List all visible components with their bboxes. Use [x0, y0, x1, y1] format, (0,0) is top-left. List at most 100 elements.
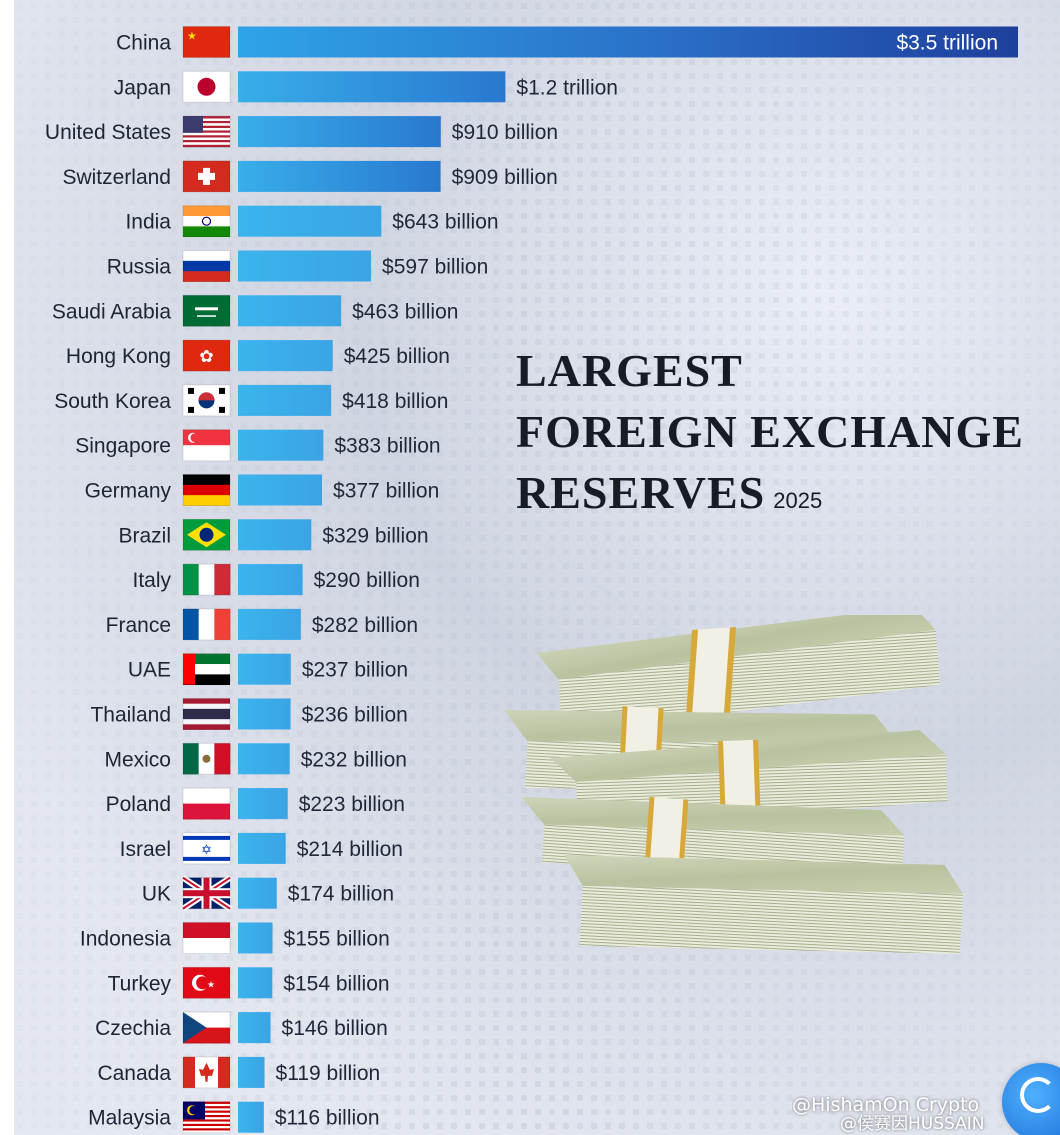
flag-india-icon: [182, 205, 231, 238]
watermark-logo-badge: [1002, 1063, 1060, 1135]
country-label-saudi-arabia: Saudi Arabia: [52, 300, 171, 323]
value-label-india: $643 billion: [392, 211, 498, 234]
value-label-malaysia: $116 billion: [275, 1107, 380, 1130]
value-label-germany: $377 billion: [333, 480, 439, 503]
country-label-turkey: Turkey: [108, 972, 172, 995]
flag-hong-kong-icon: ✿: [182, 339, 231, 372]
country-label-switzerland: Switzerland: [62, 166, 171, 189]
bar-brazil: [238, 519, 312, 551]
country-label-mexico: Mexico: [104, 748, 171, 771]
country-label-india: India: [125, 211, 171, 234]
value-label-russia: $597 billion: [382, 256, 488, 279]
country-label-italy: Italy: [132, 569, 171, 592]
bar-saudi-arabia: [238, 295, 342, 327]
country-label-poland: Poland: [106, 793, 171, 816]
bar-uk: [238, 877, 277, 909]
bar-israel: [238, 832, 286, 864]
flag-thailand-icon: [182, 698, 231, 730]
flag-south-korea-icon: [182, 384, 231, 417]
value-label-japan: $1.2 trillion: [516, 76, 618, 99]
country-label-south-korea: South Korea: [54, 390, 171, 413]
flag-italy-icon: [182, 563, 231, 596]
value-label-brazil: $329 billion: [322, 524, 428, 547]
country-label-thailand: Thailand: [90, 704, 171, 727]
title-line-1: LARGEST: [516, 345, 743, 396]
flag-mexico-icon: [182, 742, 231, 775]
country-label-hong-kong: Hong Kong: [66, 345, 171, 368]
flag-switzerland-icon: [182, 160, 231, 193]
value-label-mexico: $232 billion: [301, 748, 407, 771]
bar-indonesia: [238, 922, 273, 954]
flag-saudi-arabia-icon: [182, 294, 231, 327]
flag-canada-icon: [182, 1056, 231, 1089]
value-label-united-states: $910 billion: [452, 121, 558, 144]
bar-mexico: [238, 743, 290, 775]
country-label-japan: Japan: [114, 76, 171, 99]
bar-malaysia: [238, 1101, 264, 1133]
bar-india: [238, 205, 382, 237]
value-label-uk: $174 billion: [288, 883, 394, 906]
bar-czechia: [238, 1012, 271, 1044]
country-label-france: France: [106, 614, 171, 637]
value-label-indonesia: $155 billion: [284, 928, 390, 951]
country-label-russia: Russia: [107, 256, 172, 279]
badge-ring-icon: [1020, 1077, 1056, 1113]
svg-text:✡: ✡: [201, 842, 212, 857]
country-label-canada: Canada: [97, 1062, 171, 1085]
title-year: 2025: [773, 488, 823, 513]
bar-canada: [238, 1056, 265, 1088]
value-label-switzerland: $909 billion: [452, 166, 558, 189]
flag-russia-icon: [182, 250, 231, 282]
value-label-czechia: $146 billion: [282, 1017, 388, 1040]
watermark-text: @HishamOn Crypto @侯赛因HUSSAIN: [792, 1096, 1060, 1135]
title-line-3: RESERVES 2025: [516, 462, 1046, 531]
watermark-line-1: @HishamOn Crypto: [792, 1096, 980, 1116]
bar-poland: [238, 788, 288, 820]
flag-indonesia-icon: [182, 922, 231, 954]
flag-united-states-icon: [182, 115, 231, 148]
svg-text:★: ★: [187, 31, 197, 43]
value-label-singapore: $383 billion: [334, 435, 440, 458]
bar-switzerland: [238, 160, 441, 192]
flag-japan-icon: [182, 70, 231, 103]
flag-germany-icon: [182, 474, 231, 506]
bar-thailand: [238, 698, 291, 730]
value-label-hong-kong: $425 billion: [344, 345, 450, 368]
country-label-czechia: Czechia: [95, 1017, 171, 1040]
flag-poland-icon: [182, 787, 231, 820]
country-label-china: China: [116, 32, 171, 55]
value-label-poland: $223 billion: [299, 793, 405, 816]
flag-czechia-icon: [182, 1011, 231, 1044]
value-label-china: $3.5 trillion: [896, 32, 998, 55]
country-label-uk: UK: [142, 883, 171, 906]
flag-israel-icon: ✡: [182, 832, 231, 865]
country-label-brazil: Brazil: [118, 524, 171, 547]
flag-brazil-icon: [182, 518, 231, 551]
svg-text:★: ★: [207, 979, 215, 989]
country-label-singapore: Singapore: [75, 435, 171, 458]
bar-france: [238, 608, 301, 640]
bar-singapore: [238, 429, 324, 461]
value-label-turkey: $154 billion: [283, 972, 389, 995]
value-label-uae: $237 billion: [302, 659, 408, 682]
flag-turkey-icon: ★: [182, 966, 231, 999]
flag-china-icon: ★: [182, 26, 231, 58]
flag-singapore-icon: [182, 429, 231, 462]
svg-text:✿: ✿: [199, 347, 213, 366]
value-label-canada: $119 billion: [276, 1062, 381, 1085]
value-label-south-korea: $418 billion: [342, 390, 448, 413]
value-label-saudi-arabia: $463 billion: [352, 300, 458, 323]
value-label-thailand: $236 billion: [302, 704, 408, 727]
country-label-israel: Israel: [120, 838, 171, 861]
watermark-line-2: @侯赛因HUSSAIN: [840, 1114, 985, 1134]
country-label-united-states: United States: [45, 121, 171, 144]
bar-italy: [238, 564, 303, 596]
bar-japan: [238, 71, 506, 103]
bar-germany: [238, 474, 323, 506]
value-label-israel: $214 billion: [297, 838, 403, 861]
cash-stack-5: [564, 854, 963, 954]
bar-turkey: [238, 967, 273, 999]
title-line-3-text: RESERVES: [516, 467, 766, 518]
bar-hong-kong: [238, 340, 333, 372]
